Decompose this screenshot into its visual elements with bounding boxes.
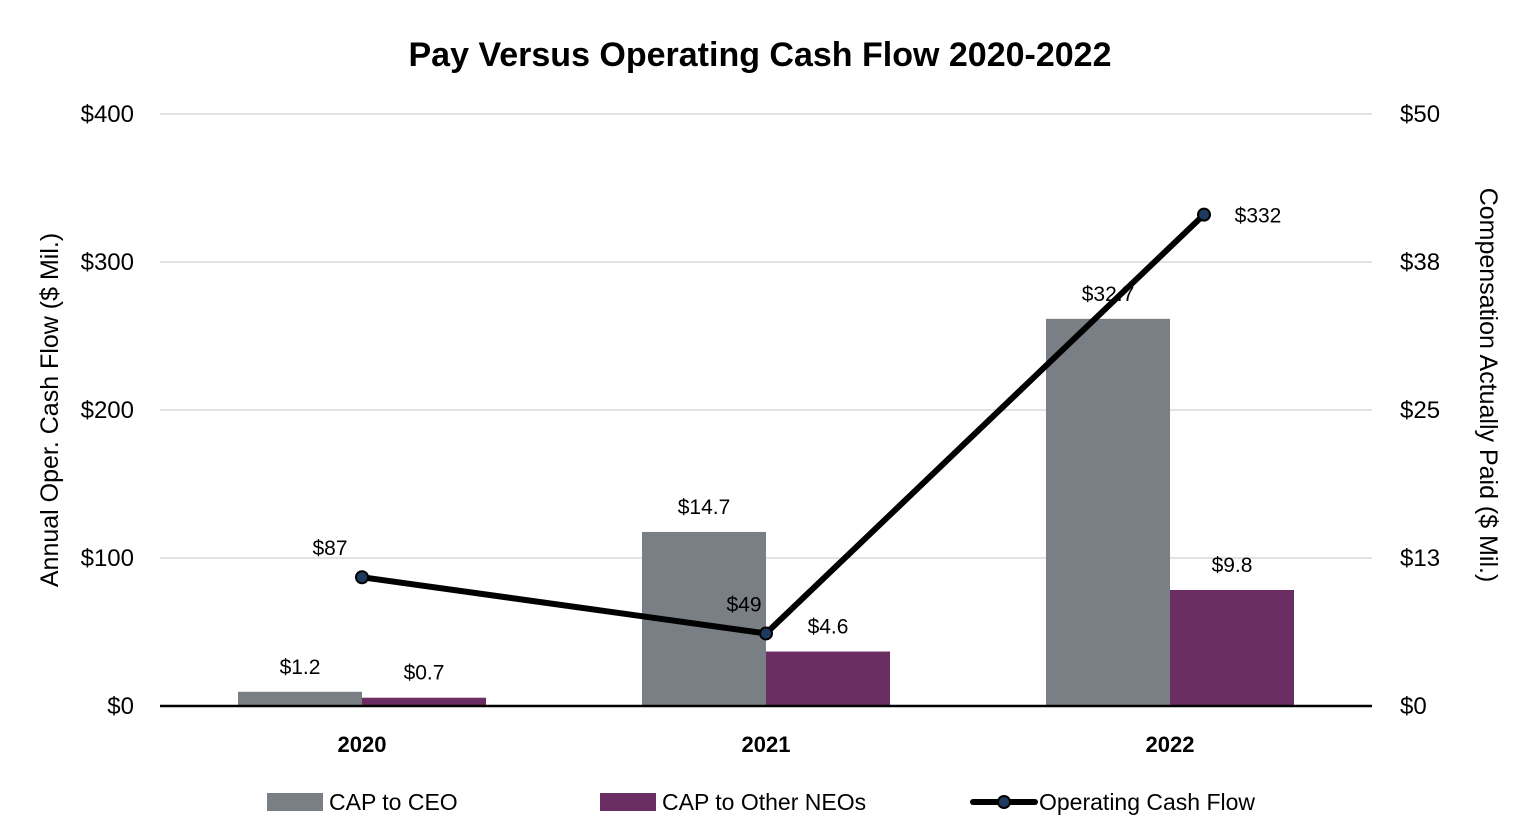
- label-cap-neos-2022: $9.8: [1212, 554, 1253, 577]
- label-cap-ceo-2021: $14.7: [678, 496, 731, 519]
- bars: [238, 319, 1294, 706]
- legend-label-0: CAP to CEO: [329, 789, 458, 815]
- label-ocf-2022: $332: [1235, 205, 1282, 228]
- bar-cap-neos-2022: [1170, 590, 1294, 706]
- legend-label-2: Operating Cash Flow: [1039, 789, 1255, 815]
- label-ocf-2020: $87: [312, 537, 347, 560]
- chart: Pay Versus Operating Cash Flow 2020-2022…: [0, 0, 1527, 825]
- label-cap-neos-2021: $4.6: [808, 616, 849, 639]
- left-axis-ticks: $0 $100 $200 $300 $400: [81, 101, 134, 720]
- legend-swatch-0: [267, 793, 323, 811]
- right-tick-label: $50: [1400, 101, 1440, 128]
- left-tick-label: $400: [81, 101, 134, 128]
- ocf-point-2022: [1198, 209, 1210, 221]
- right-tick-label: $0: [1400, 693, 1427, 720]
- right-tick-label: $25: [1400, 397, 1440, 424]
- bar-cap-neos-2021: [766, 652, 890, 706]
- chart-title: Pay Versus Operating Cash Flow 2020-2022: [409, 36, 1112, 74]
- bar-cap-ceo-2022: [1046, 319, 1170, 706]
- right-axis-ticks: $0 $13 $25 $38 $50: [1400, 101, 1440, 720]
- gridlines: [160, 114, 1372, 558]
- left-tick-label: $100: [81, 545, 134, 572]
- label-cap-ceo-2022: $32.7: [1082, 283, 1135, 306]
- label-ocf-2021: $49: [726, 593, 761, 616]
- legend-line-marker: [998, 796, 1010, 808]
- category-label-2020: 2020: [338, 732, 387, 757]
- right-axis-title: Compensation Actually Paid ($ Mil.): [1474, 188, 1502, 583]
- legend-label-1: CAP to Other NEOs: [662, 789, 866, 815]
- label-cap-neos-2020: $0.7: [404, 662, 445, 685]
- left-tick-label: $300: [81, 249, 134, 276]
- legend-swatch-1: [600, 793, 656, 811]
- ocf-point-2020: [356, 571, 368, 583]
- label-cap-ceo-2020: $1.2: [280, 656, 321, 679]
- category-label-2021: 2021: [742, 732, 791, 757]
- ocf-point-2021: [760, 627, 772, 639]
- right-tick-label: $13: [1400, 545, 1440, 572]
- category-labels: 2020 2021 2022: [338, 732, 1195, 757]
- left-tick-label: $0: [107, 693, 134, 720]
- right-tick-label: $38: [1400, 249, 1440, 276]
- left-tick-label: $200: [81, 397, 134, 424]
- left-axis-title: Annual Oper. Cash Flow ($ Mil.): [36, 233, 64, 587]
- category-label-2022: 2022: [1146, 732, 1195, 757]
- bar-cap-ceo-2020: [238, 692, 362, 706]
- legend: CAP to CEO CAP to Other NEOs Operating Cas…: [267, 789, 1255, 815]
